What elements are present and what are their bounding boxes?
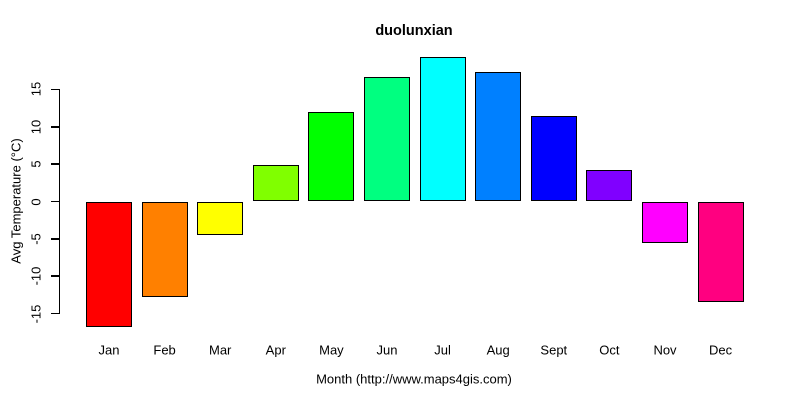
- y-tick-mark: [51, 88, 59, 91]
- x-tick-label-sept: Sept: [540, 342, 568, 358]
- bar-feb: [141, 201, 188, 298]
- bar-jun: [364, 77, 410, 202]
- x-tick-label-jan: Jan: [98, 342, 120, 358]
- y-tick-mark: [51, 126, 59, 128]
- bar-jan: [86, 201, 132, 327]
- x-tick-label-nov: Nov: [653, 342, 677, 358]
- y-tick-label: -5: [28, 233, 44, 245]
- x-tick-label-oct: Oct: [599, 342, 620, 358]
- bar-oct: [586, 170, 633, 202]
- bar-apr: [252, 164, 299, 202]
- y-tick-label: 0: [28, 197, 44, 206]
- x-tick-label-apr: Apr: [265, 342, 286, 358]
- y-axis-title: Avg Temperature (°C): [8, 138, 24, 264]
- y-axis-line: [58, 89, 60, 314]
- bar-nov: [642, 201, 688, 244]
- x-tick-label-may: May: [319, 342, 344, 358]
- y-tick-mark: [51, 163, 59, 165]
- x-tick-label-aug: Aug: [486, 342, 510, 358]
- x-tick-label-mar: Mar: [208, 342, 232, 358]
- x-tick-label-jun: Jun: [376, 342, 398, 358]
- chart-title: duolunxian: [375, 23, 453, 39]
- y-tick-label: -10: [28, 266, 44, 286]
- x-tick-label-dec: Dec: [709, 342, 733, 358]
- bar-sept: [530, 116, 577, 202]
- y-tick-label: -15: [28, 304, 44, 323]
- bar-mar: [197, 201, 244, 236]
- x-tick-label-jul: Jul: [434, 342, 451, 358]
- bar-dec: [697, 201, 744, 303]
- y-tick-label: 10: [28, 119, 44, 135]
- y-tick-mark: [51, 238, 59, 240]
- bar-may: [308, 111, 355, 202]
- bar-jul: [419, 57, 466, 202]
- y-tick-mark: [51, 200, 59, 203]
- y-tick-label: 5: [28, 160, 44, 168]
- y-tick-label: 15: [28, 82, 44, 97]
- y-tick-mark: [51, 275, 59, 277]
- x-tick-label-feb: Feb: [153, 342, 176, 358]
- x-axis-title: Month (http://www.maps4gis.com): [316, 371, 512, 387]
- y-tick-mark: [51, 312, 59, 315]
- bar-aug: [475, 71, 522, 202]
